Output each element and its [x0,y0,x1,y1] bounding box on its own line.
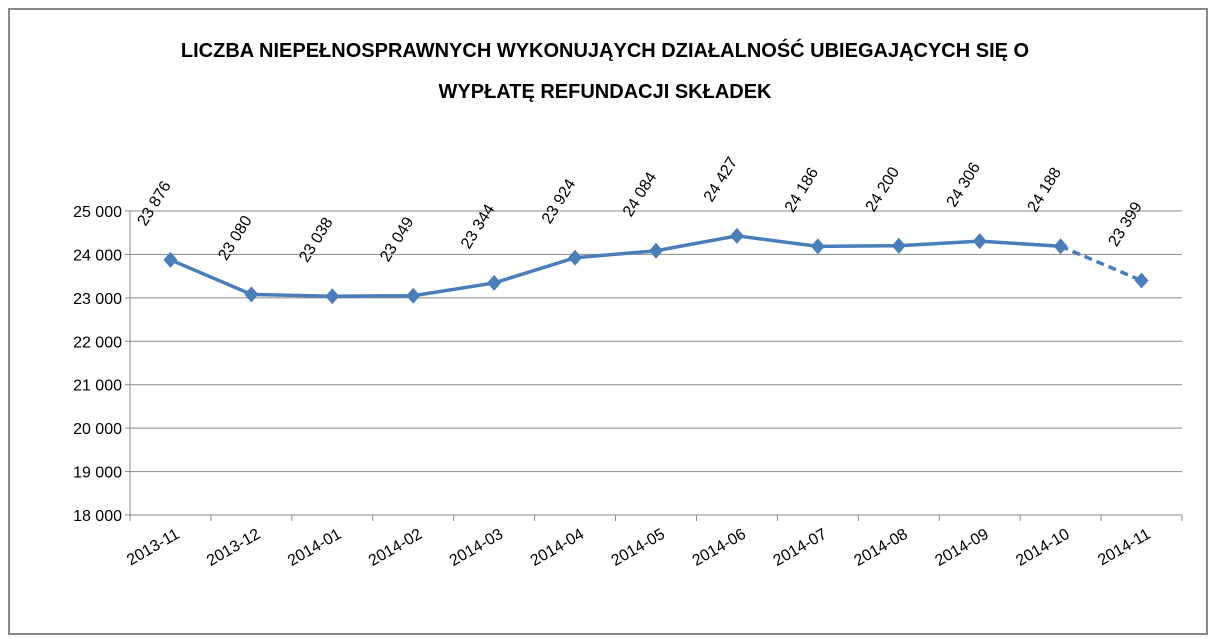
marker [972,233,987,250]
marker [1053,238,1068,255]
marker [891,237,906,254]
marker [810,238,825,255]
y-tick-label: 25 000 [73,204,122,221]
y-tick-label: 18 000 [73,508,122,525]
chart-title: WYPŁATĘ REFUNDACJI SKŁADEK [439,81,773,103]
y-tick-label: 22 000 [73,334,122,351]
y-tick-label: 21 000 [73,378,122,395]
marker [244,286,259,303]
marker [163,251,178,268]
chart-title: LICZBA NIEPEŁNOSPRAWNYCH WYKONUJĄYCH DZI… [181,38,1029,62]
line-dashed [1059,244,1143,283]
marker [568,249,583,266]
marker [729,227,744,244]
marker [1134,272,1149,289]
marker [406,287,421,304]
marker [325,288,340,305]
marker [487,274,502,291]
y-tick-label: 23 000 [73,291,122,308]
y-tick-label: 19 000 [73,465,122,482]
chart-frame [8,8,1208,635]
marker [649,242,663,259]
y-tick-label: 24 000 [73,247,122,264]
y-tick-label: 20 000 [73,421,122,438]
